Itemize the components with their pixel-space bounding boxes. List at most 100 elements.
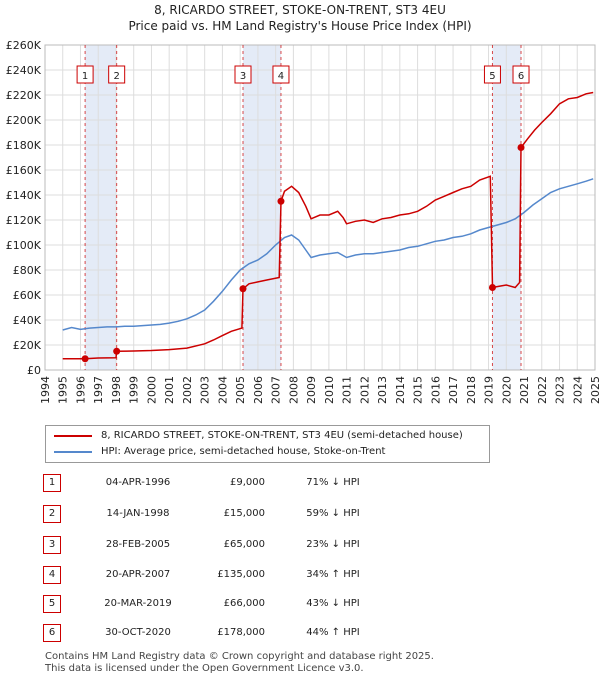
x-tick-label: 2002 — [181, 376, 194, 404]
transaction-date: 30-OCT-2020 — [105, 627, 171, 638]
transaction-date: 28-FEB-2005 — [105, 539, 171, 550]
x-tick-label: 1998 — [110, 376, 123, 404]
property-series-line — [62, 91, 594, 360]
y-tick-label: £40K — [13, 314, 42, 327]
y-tick-label: £20K — [13, 339, 42, 352]
x-tick-label: 2006 — [252, 376, 265, 404]
legend-swatch-property — [54, 435, 92, 437]
x-tick-label: 2007 — [270, 376, 283, 404]
footer: Contains HM Land Registry data © Crown c… — [45, 651, 434, 675]
x-tick-label: 1995 — [57, 376, 70, 404]
y-tick-label: £100K — [6, 239, 42, 252]
transaction-hpi: 59% ↓ HPI — [306, 508, 360, 519]
x-tick-label: 2016 — [429, 376, 442, 404]
y-tick-label: £140K — [6, 189, 42, 202]
sale-point — [517, 144, 525, 151]
x-tick-label: 2020 — [500, 376, 513, 404]
hpi-series-line — [62, 178, 594, 331]
transaction-hpi: 43% ↓ HPI — [306, 598, 360, 609]
transaction-marker-label: 4 — [278, 71, 284, 82]
y-tick-label: £200K — [6, 114, 42, 127]
x-tick-label: 2003 — [199, 376, 212, 404]
footer-line-2: This data is licensed under the Open Gov… — [45, 663, 364, 674]
chart-title: 8, RICARDO STREET, STOKE-ON-TRENT, ST3 4… — [154, 3, 446, 17]
legend-label-hpi: HPI: Average price, semi-detached house,… — [101, 446, 386, 457]
x-tick-label: 2021 — [518, 376, 531, 404]
transaction-price: £135,000 — [217, 569, 265, 580]
y-tick-label: £220K — [6, 89, 42, 102]
x-tick-label: 2018 — [465, 376, 478, 404]
transaction-number: 6 — [43, 624, 61, 642]
x-tick-label: 2012 — [358, 376, 371, 404]
transaction-number: 5 — [43, 595, 61, 613]
x-tick-label: 2015 — [412, 376, 425, 404]
y-tick-label: £180K — [6, 139, 42, 152]
x-tick-label: 2004 — [216, 376, 229, 404]
y-tick-label: £0 — [27, 364, 41, 377]
legend-label-property: 8, RICARDO STREET, STOKE-ON-TRENT, ST3 4… — [101, 430, 463, 441]
transaction-hpi: 23% ↓ HPI — [306, 539, 360, 550]
x-tick-label: 1996 — [74, 376, 87, 404]
footer-line-1: Contains HM Land Registry data © Crown c… — [45, 651, 434, 662]
transaction-marker-box — [108, 65, 126, 84]
y-tick-label: £240K — [6, 64, 42, 77]
x-tick-label: 1994 — [39, 376, 52, 404]
transaction-date: 20-APR-2007 — [105, 569, 171, 580]
y-tick-label: £160K — [6, 164, 42, 177]
transaction-hpi: 71% ↓ HPI — [306, 477, 360, 488]
transaction-marker-label: 3 — [240, 71, 246, 82]
y-tick-label: £260K — [6, 39, 42, 52]
transaction-price: £15,000 — [223, 508, 265, 519]
transaction-marker-box — [272, 65, 290, 84]
sale-point — [81, 355, 89, 363]
x-tick-label: 2009 — [305, 376, 318, 404]
transaction-number: 1 — [43, 474, 61, 492]
transaction-marker-box — [76, 65, 94, 84]
x-tick-label: 2022 — [536, 376, 549, 404]
x-tick-label: 2025 — [589, 376, 600, 404]
y-tick-label: £120K — [6, 214, 42, 227]
x-tick-label: 2014 — [394, 376, 407, 404]
x-tick-label: 2017 — [447, 376, 460, 404]
plot-frame — [44, 44, 596, 371]
transaction-marker-box — [483, 65, 501, 84]
x-tick-label: 2011 — [341, 376, 354, 404]
transaction-price: £178,000 — [217, 627, 265, 638]
x-tick-label: 2023 — [554, 376, 567, 404]
chart-subtitle: Price paid vs. HM Land Registry's House … — [128, 19, 472, 33]
x-tick-label: 2013 — [376, 376, 389, 404]
transaction-date: 20-MAR-2019 — [104, 598, 172, 609]
transaction-marker-label: 5 — [489, 71, 495, 82]
transaction-price: £9,000 — [230, 477, 265, 488]
sale-point — [277, 197, 285, 205]
x-tick-label: 2008 — [287, 376, 300, 404]
transaction-marker-box — [234, 65, 252, 84]
shaded-range — [85, 45, 117, 370]
sale-point — [488, 284, 496, 291]
x-tick-label: 2001 — [163, 376, 176, 404]
transaction-price: £65,000 — [223, 539, 265, 550]
transaction-marker-label: 2 — [113, 71, 119, 82]
x-tick-label: 2010 — [323, 376, 336, 404]
x-tick-label: 2000 — [145, 376, 158, 404]
transaction-hpi: 34% ↑ HPI — [306, 569, 360, 580]
sale-point — [113, 347, 121, 355]
transaction-date: 04-APR-1996 — [105, 477, 171, 488]
transaction-number: 3 — [43, 536, 61, 554]
transaction-number: 2 — [43, 505, 61, 523]
transaction-price: £66,000 — [223, 598, 265, 609]
y-tick-label: £80K — [13, 264, 42, 277]
transaction-number: 4 — [43, 566, 61, 584]
transaction-date: 14-JAN-1998 — [106, 508, 170, 519]
x-tick-label: 2024 — [571, 376, 584, 404]
transaction-marker-label: 6 — [518, 71, 524, 82]
transaction-marker-label: 1 — [82, 71, 88, 82]
y-tick-label: £60K — [13, 289, 42, 302]
price-chart: £0 £20K £40K £60K £80K £100K £120K £140K £160K £1… — [6, 39, 600, 404]
x-tick-label: 2019 — [483, 376, 496, 404]
transaction-marker-box — [512, 65, 530, 84]
x-tick-label: 1999 — [128, 376, 141, 404]
shaded-range — [243, 45, 281, 370]
chart-legend: 8, RICARDO STREET, STOKE-ON-TRENT, ST3 4… — [45, 425, 490, 463]
sale-point — [239, 285, 247, 293]
